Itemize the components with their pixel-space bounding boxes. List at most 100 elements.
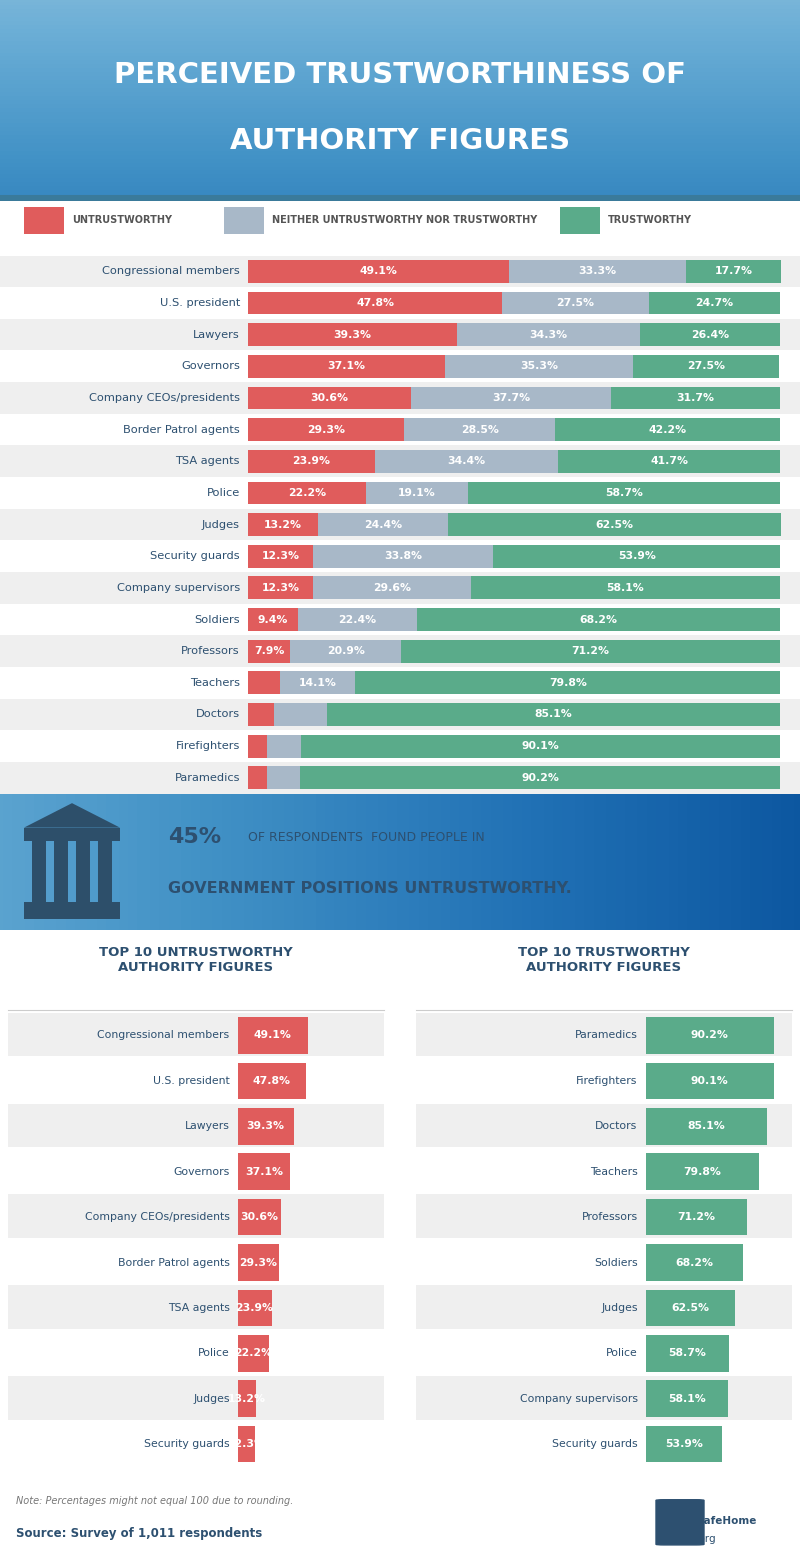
Text: 79.8%: 79.8% [549,678,586,687]
FancyBboxPatch shape [417,608,780,631]
FancyBboxPatch shape [646,1199,747,1235]
FancyBboxPatch shape [0,509,800,540]
FancyBboxPatch shape [24,903,120,918]
FancyBboxPatch shape [457,323,639,346]
FancyBboxPatch shape [54,841,68,903]
FancyBboxPatch shape [266,766,300,789]
Text: U.S. president: U.S. president [153,1076,230,1086]
FancyBboxPatch shape [8,1149,384,1193]
Text: AUTHORITY FIGURES: AUTHORITY FIGURES [230,127,570,155]
FancyBboxPatch shape [0,603,800,636]
FancyBboxPatch shape [558,450,780,473]
FancyBboxPatch shape [8,1103,384,1148]
FancyBboxPatch shape [0,540,800,572]
Text: 19.1%: 19.1% [398,489,436,498]
FancyBboxPatch shape [248,355,446,378]
FancyBboxPatch shape [248,323,457,346]
FancyBboxPatch shape [686,261,781,282]
FancyBboxPatch shape [611,386,780,409]
FancyBboxPatch shape [416,1421,792,1466]
FancyBboxPatch shape [248,577,314,599]
FancyBboxPatch shape [448,513,781,537]
Text: 37.1%: 37.1% [328,361,366,371]
Text: 53.9%: 53.9% [618,551,655,561]
Text: 39.3%: 39.3% [334,330,371,340]
FancyBboxPatch shape [416,1058,792,1101]
FancyBboxPatch shape [281,672,355,695]
Text: 23.9%: 23.9% [236,1303,274,1314]
FancyBboxPatch shape [248,292,502,315]
Text: 85.1%: 85.1% [687,1121,725,1131]
Text: Police: Police [206,489,240,498]
Text: Note: Percentages might not equal 100 due to rounding.: Note: Percentages might not equal 100 du… [16,1495,294,1506]
Text: 23.9%: 23.9% [293,456,330,467]
Text: Paramedics: Paramedics [574,1030,638,1041]
FancyBboxPatch shape [416,1331,792,1374]
Text: 47.8%: 47.8% [356,298,394,309]
FancyBboxPatch shape [0,351,800,382]
FancyBboxPatch shape [0,572,800,603]
Text: PERCEIVED TRUSTWORTHINESS OF: PERCEIVED TRUSTWORTHINESS OF [114,60,686,88]
Text: 33.3%: 33.3% [578,267,617,276]
FancyBboxPatch shape [248,419,404,440]
FancyBboxPatch shape [314,577,471,599]
FancyBboxPatch shape [646,1289,734,1326]
Text: 29.3%: 29.3% [239,1258,278,1267]
Text: 85.1%: 85.1% [534,709,573,720]
Text: 34.4%: 34.4% [447,456,486,467]
Text: Firefighters: Firefighters [576,1076,638,1086]
FancyBboxPatch shape [238,1289,272,1326]
Text: 58.7%: 58.7% [669,1348,706,1359]
Text: 90.2%: 90.2% [691,1030,729,1041]
FancyBboxPatch shape [248,513,318,537]
FancyBboxPatch shape [327,703,780,726]
FancyBboxPatch shape [416,1194,792,1238]
FancyBboxPatch shape [416,1376,792,1419]
FancyBboxPatch shape [404,419,555,440]
FancyBboxPatch shape [0,256,800,287]
Text: 29.3%: 29.3% [307,425,345,434]
FancyBboxPatch shape [646,1425,722,1463]
FancyBboxPatch shape [646,1062,774,1100]
FancyBboxPatch shape [0,478,800,509]
FancyBboxPatch shape [238,1199,281,1235]
Text: Congressional members: Congressional members [102,267,240,276]
FancyBboxPatch shape [248,766,266,789]
Text: .org: .org [696,1534,717,1543]
FancyBboxPatch shape [0,698,800,731]
FancyBboxPatch shape [24,828,120,841]
FancyBboxPatch shape [238,1062,306,1100]
FancyBboxPatch shape [248,641,290,662]
Text: 35.3%: 35.3% [520,361,558,371]
FancyBboxPatch shape [274,703,327,726]
Text: Judges: Judges [601,1303,638,1314]
Text: 58.1%: 58.1% [668,1394,706,1404]
FancyBboxPatch shape [375,450,558,473]
FancyBboxPatch shape [0,667,800,698]
Text: Company CEOs/presidents: Company CEOs/presidents [85,1211,230,1222]
FancyBboxPatch shape [248,450,375,473]
Text: 68.2%: 68.2% [675,1258,713,1267]
FancyBboxPatch shape [646,1154,759,1190]
Text: 29.6%: 29.6% [373,583,411,592]
FancyBboxPatch shape [24,208,64,234]
FancyBboxPatch shape [656,1500,704,1545]
Text: 12.3%: 12.3% [262,551,300,561]
FancyBboxPatch shape [0,731,800,762]
FancyBboxPatch shape [238,1380,256,1418]
Text: 30.6%: 30.6% [240,1211,278,1222]
Text: Police: Police [606,1348,638,1359]
Text: Doctors: Doctors [196,709,240,720]
FancyBboxPatch shape [8,1376,384,1419]
FancyBboxPatch shape [8,1013,384,1056]
Text: TOP 10 TRUSTWORTHY
AUTHORITY FIGURES: TOP 10 TRUSTWORTHY AUTHORITY FIGURES [518,946,690,974]
Text: 27.5%: 27.5% [687,361,726,371]
Text: Soldiers: Soldiers [194,614,240,625]
FancyBboxPatch shape [646,1335,729,1371]
Text: 22.4%: 22.4% [338,614,377,625]
Text: 28.5%: 28.5% [461,425,498,434]
FancyBboxPatch shape [416,1103,792,1148]
Text: TRUSTWORTHY: TRUSTWORTHY [608,214,692,225]
Text: 90.1%: 90.1% [522,741,559,751]
FancyBboxPatch shape [0,382,800,414]
